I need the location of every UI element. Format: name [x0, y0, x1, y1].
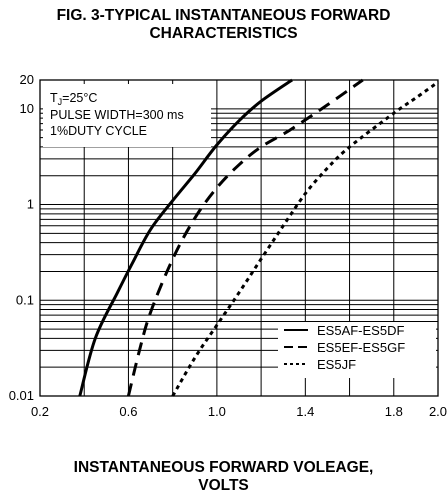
y-tick-label: 10: [20, 101, 34, 116]
plot-frame: [39, 79, 439, 397]
chart-title-line-2: CHARACTERISTICS: [149, 25, 298, 42]
conditions-note-background: [43, 84, 211, 147]
y-tick-label: 0.01: [9, 388, 34, 403]
y-tick-label: 0.1: [16, 292, 34, 307]
y-tick-label: 1: [27, 197, 34, 212]
x-axis-title-line-1: INSTANTANEOUS FORWARD VOLEAGE,: [73, 459, 374, 476]
x-tick-label: 1.0: [208, 404, 226, 419]
series-line-dotted: [171, 80, 439, 397]
legend-label: ES5AF-ES5DF: [317, 323, 404, 338]
legend-background: [278, 322, 436, 378]
chart-title: FIG. 3-TYPICAL INSTANTANEOUS FORWARD CHA…: [0, 7, 447, 43]
x-axis-title-line-2: VOLTS: [198, 477, 249, 494]
legend-label: ES5EF-ES5GF: [317, 340, 405, 355]
legend: ES5AF-ES5DF ES5EF-ES5GF ES5JF: [278, 322, 436, 378]
x-tick-label: 2.0: [429, 404, 447, 419]
curve-layer: [78, 78, 439, 397]
conditions-note: TJ=25°C PULSE WIDTH=300 ms 1%DUTY CYCLE: [43, 84, 211, 147]
x-axis-title: INSTANTANEOUS FORWARD VOLEAGE, VOLTS: [0, 459, 447, 495]
x-tick-label: 0.6: [119, 404, 137, 419]
x-tick-label: 1.8: [385, 404, 403, 419]
duty-cycle-label: 1%DUTY CYCLE: [50, 124, 147, 138]
tick-labels: 0.2 0.6 1.0 1.4 1.8 2.0 20 10 1 0.1 0.01: [9, 72, 447, 419]
pulse-width-label: PULSE WIDTH=300 ms: [50, 108, 184, 122]
y-tick-label: 20: [20, 72, 34, 87]
legend-label: ES5JF: [317, 357, 356, 372]
legend-items: ES5AF-ES5DF ES5EF-ES5GF ES5JF: [284, 323, 405, 372]
chart-title-line-1: FIG. 3-TYPICAL INSTANTANEOUS FORWARD: [56, 7, 391, 24]
series-line-solid: [78, 78, 293, 397]
x-tick-label: 0.2: [31, 404, 49, 419]
x-tick-label: 1.4: [296, 404, 314, 419]
series-line-dashed: [126, 78, 364, 397]
junction-temperature-label: TJ=25°C: [50, 91, 97, 107]
